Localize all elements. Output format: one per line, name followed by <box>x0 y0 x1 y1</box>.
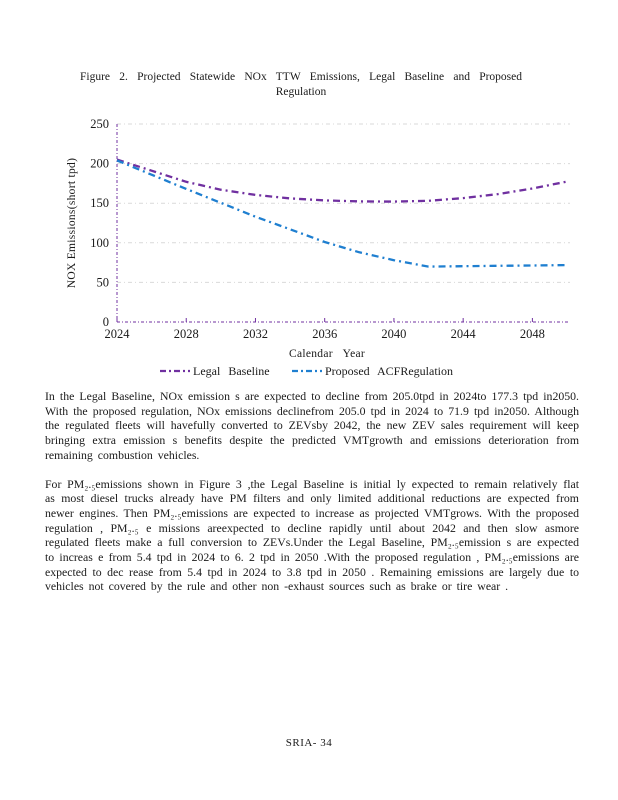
legend-label: Legal Baseline <box>193 364 270 378</box>
figure-caption-line1: Figure 2. Projected Statewide NOx TTW Em… <box>80 71 522 83</box>
page-number: SRIA- 34 <box>285 737 333 749</box>
figure-caption-line2: Regulation <box>275 86 327 98</box>
series-line-proposed-acf-regulation <box>116 159 568 268</box>
paragraph-pm25-emissions: For PM₂.₅emissions shown in Figure 3 ,th… <box>45 476 579 594</box>
y-tick-label: 250 <box>90 117 109 131</box>
x-tick-label: 2044 <box>451 327 477 341</box>
y-tick-label: 150 <box>90 196 109 210</box>
x-tick-label: 2048 <box>520 327 545 341</box>
figure-caption: Figure 2. Projected Statewide NOx TTW Em… <box>80 70 522 100</box>
paragraph-nox-emissions: In the Legal Baseline, NOx emission s ar… <box>45 389 579 462</box>
body-text: In the Legal Baseline, NOx emission s ar… <box>45 389 579 608</box>
x-axis-title: Calendar Year <box>289 348 365 360</box>
x-tick-label: 2028 <box>174 327 199 341</box>
y-tick-label: 50 <box>97 275 110 289</box>
x-tick-label: 2040 <box>381 327 406 341</box>
nox-emissions-line-chart: 0 50 100 150 200 250 2024 2028 2032 2036 2040 2044 2… <box>66 117 570 378</box>
x-tick-label: 2024 <box>105 327 131 341</box>
series-line-legal-baseline <box>116 158 568 203</box>
y-tick-label: 100 <box>90 236 109 250</box>
y-axis-title: NOX Emissions(short tpd) <box>66 158 78 289</box>
y-tick-label: 200 <box>90 157 109 171</box>
y-tick-label: 0 <box>103 315 109 329</box>
x-tick-label: 2036 <box>312 327 337 341</box>
legend-label: Proposed ACFRegulation <box>325 364 453 378</box>
x-tick-label: 2032 <box>243 327 268 341</box>
